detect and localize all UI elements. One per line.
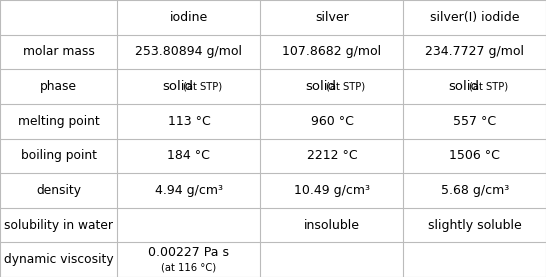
Text: solid: solid: [448, 80, 479, 93]
Text: 253.80894 g/mol: 253.80894 g/mol: [135, 45, 242, 58]
Text: 557 °C: 557 °C: [453, 115, 496, 128]
Text: solid: solid: [163, 80, 193, 93]
Text: 4.94 g/cm³: 4.94 g/cm³: [155, 184, 223, 197]
Text: insoluble: insoluble: [304, 219, 360, 232]
Text: silver: silver: [315, 11, 349, 24]
Text: iodine: iodine: [170, 11, 208, 24]
Text: dynamic viscosity: dynamic viscosity: [4, 253, 114, 266]
Text: (at STP): (at STP): [469, 81, 508, 92]
Text: slightly soluble: slightly soluble: [428, 219, 521, 232]
Text: 10.49 g/cm³: 10.49 g/cm³: [294, 184, 370, 197]
Text: boiling point: boiling point: [21, 149, 97, 162]
Text: 960 °C: 960 °C: [311, 115, 353, 128]
Text: 107.8682 g/mol: 107.8682 g/mol: [282, 45, 382, 58]
Text: 0.00227 Pa s: 0.00227 Pa s: [149, 246, 229, 258]
Text: solid: solid: [306, 80, 336, 93]
Text: 234.7727 g/mol: 234.7727 g/mol: [425, 45, 524, 58]
Text: 113 °C: 113 °C: [168, 115, 210, 128]
Text: 2212 °C: 2212 °C: [307, 149, 357, 162]
Text: (at 116 °C): (at 116 °C): [162, 262, 216, 272]
Text: melting point: melting point: [18, 115, 99, 128]
Text: silver(I) iodide: silver(I) iodide: [430, 11, 519, 24]
Text: density: density: [36, 184, 81, 197]
Text: (at STP): (at STP): [326, 81, 365, 92]
Text: (at STP): (at STP): [183, 81, 222, 92]
Text: 1506 °C: 1506 °C: [449, 149, 500, 162]
Text: solubility in water: solubility in water: [4, 219, 113, 232]
Text: phase: phase: [40, 80, 77, 93]
Text: 184 °C: 184 °C: [168, 149, 210, 162]
Text: molar mass: molar mass: [23, 45, 94, 58]
Text: 5.68 g/cm³: 5.68 g/cm³: [441, 184, 509, 197]
